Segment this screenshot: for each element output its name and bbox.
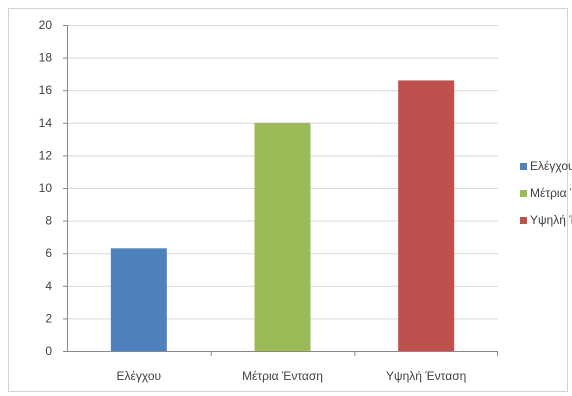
bars — [110, 80, 455, 352]
legend-label-1: Ελέγχου — [530, 159, 572, 173]
y-tick-label-16: 16 — [39, 83, 53, 97]
y-tick-label-0: 0 — [45, 344, 52, 358]
x-category-label-1: Ελέγχου — [117, 369, 162, 383]
y-tick-label-4: 4 — [45, 279, 52, 293]
legend-swatch-3 — [520, 217, 527, 224]
bar-1 — [110, 248, 167, 351]
legend-label-2: Μέτρια Ένταση — [530, 186, 572, 200]
y-tick-labels: 0 2 4 6 8 10 12 14 16 18 20 — [39, 18, 53, 358]
y-tick-label-20: 20 — [39, 18, 53, 32]
x-category-labels: Ελέγχου Μέτρια Ένταση Υψηλή Ένταση — [117, 369, 467, 383]
legend: Ελέγχου Μέτρια Ένταση Υψηλή Ένταση — [520, 159, 572, 227]
x-category-label-2: Μέτρια Ένταση — [242, 369, 323, 383]
y-tick-label-18: 18 — [39, 51, 53, 65]
y-tick-label-2: 2 — [45, 311, 52, 325]
x-category-label-3: Υψηλή Ένταση — [386, 369, 466, 383]
y-tick-label-14: 14 — [39, 116, 53, 130]
y-tick-label-8: 8 — [45, 214, 52, 228]
y-tick-label-10: 10 — [39, 181, 53, 195]
legend-label-3: Υψηλή Ένταση — [530, 213, 572, 227]
y-tick-label-6: 6 — [45, 246, 52, 260]
axes — [63, 25, 498, 356]
legend-swatch-1 — [520, 163, 527, 170]
legend-swatch-2 — [520, 190, 527, 197]
bar-3 — [398, 80, 455, 352]
bar-2 — [254, 122, 311, 351]
y-tick-label-12: 12 — [39, 148, 53, 162]
